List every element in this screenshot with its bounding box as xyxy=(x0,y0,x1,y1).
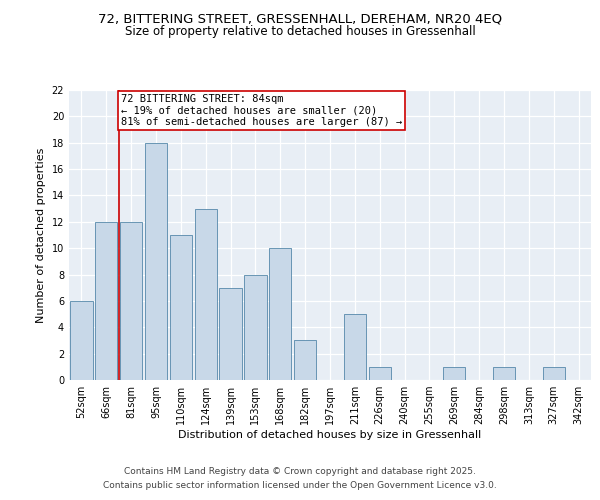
Bar xyxy=(194,208,217,380)
X-axis label: Distribution of detached houses by size in Gressenhall: Distribution of detached houses by size … xyxy=(178,430,482,440)
Y-axis label: Number of detached properties: Number of detached properties xyxy=(36,148,46,322)
Bar xyxy=(95,222,118,380)
Text: Contains HM Land Registry data © Crown copyright and database right 2025.: Contains HM Land Registry data © Crown c… xyxy=(124,467,476,476)
Bar xyxy=(220,288,242,380)
Bar xyxy=(542,367,565,380)
Text: Contains public sector information licensed under the Open Government Licence v3: Contains public sector information licen… xyxy=(103,481,497,490)
Text: Size of property relative to detached houses in Gressenhall: Size of property relative to detached ho… xyxy=(125,25,475,38)
Bar xyxy=(170,235,192,380)
Bar xyxy=(120,222,142,380)
Bar xyxy=(344,314,366,380)
Bar xyxy=(294,340,316,380)
Bar xyxy=(145,142,167,380)
Bar xyxy=(70,301,92,380)
Bar xyxy=(443,367,466,380)
Text: 72, BITTERING STREET, GRESSENHALL, DEREHAM, NR20 4EQ: 72, BITTERING STREET, GRESSENHALL, DEREH… xyxy=(98,12,502,26)
Bar xyxy=(269,248,292,380)
Bar xyxy=(244,274,266,380)
Bar xyxy=(493,367,515,380)
Bar xyxy=(368,367,391,380)
Text: 72 BITTERING STREET: 84sqm
← 19% of detached houses are smaller (20)
81% of semi: 72 BITTERING STREET: 84sqm ← 19% of deta… xyxy=(121,94,402,127)
